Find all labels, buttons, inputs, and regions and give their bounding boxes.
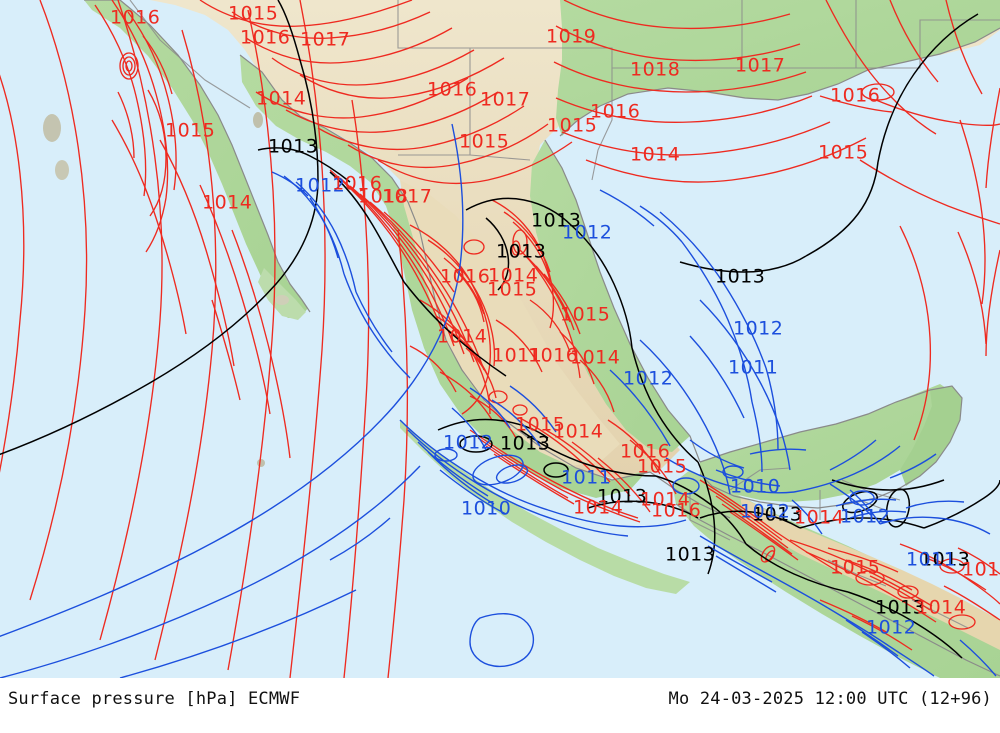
isobar-label: 1015 (818, 142, 868, 164)
footer-right-text: Mo 24-03-2025 12:00 UTC (12+96) (668, 689, 992, 709)
land-yucatan-peninsula (700, 384, 952, 502)
isobar-label: 1012 (740, 501, 790, 523)
isobar-label: 1012 (443, 432, 493, 454)
isobar-label: 1015 (515, 414, 565, 436)
isobar-label: 1016 (110, 7, 160, 29)
land-central-mexico-highland (400, 180, 620, 466)
isobar-label: 1016 (427, 79, 477, 101)
isobar-label: 1013 (496, 241, 546, 263)
isobar-label: 1014 (640, 489, 690, 511)
isobars-reference-1013 (0, 0, 1000, 659)
isobar-label: 1013 (875, 597, 925, 619)
land-pacific-coast-strip (400, 420, 690, 594)
isobar-label: 1011 (906, 549, 956, 571)
isobar-label: 1013 (752, 504, 802, 526)
isobar-label: 1013 (531, 210, 581, 232)
isobar-label: 1010 (461, 498, 511, 520)
land-baja-california (84, 0, 308, 318)
island-small (55, 160, 69, 180)
isobar-label: 1015 (830, 557, 880, 579)
isobar-label: 1012 (866, 617, 916, 639)
isobar-label: 1012 (733, 318, 783, 340)
island-guadalupe (43, 114, 61, 142)
isobar-label: 1016 (620, 441, 670, 463)
isobars-high-pressure (0, 0, 1000, 678)
isobar-label: 1014 (437, 326, 487, 348)
isobar-label: 1013 (500, 433, 550, 455)
isobar-label: 1014 (794, 507, 844, 529)
isobar-label: 1014 (916, 597, 966, 619)
isobar-label: 1017 (480, 89, 530, 111)
map-footer: Surface pressure [hPa] ECMWF Mo 24-03-20… (0, 678, 1000, 733)
isobar-label: 1016 (440, 266, 490, 288)
isobar-label: 1012 (623, 368, 673, 390)
isobar-label: 1015 (459, 131, 509, 153)
isobar-label: 1010 (730, 476, 780, 498)
isobar-label: 1016 (332, 173, 382, 195)
isobar-label: 1015 (228, 3, 278, 25)
isobar-label: 1014 (573, 497, 623, 519)
isobar-label: 1017 (735, 55, 785, 77)
isobar-label: 1018 (358, 186, 408, 208)
isobar-label: 1015 (637, 456, 687, 478)
isobar-label: 1015 (547, 115, 597, 137)
land-usa-southwest (150, 0, 1000, 480)
footer-left-text: Surface pressure [hPa] ECMWF (8, 689, 301, 709)
map-canvas[interactable]: 1016 1015 1019 1016 1017 1018 1017 1014 1016 1017… (0, 0, 1000, 678)
isobar-label: 1016 (590, 101, 640, 123)
isobar-label: 1014 (202, 192, 252, 214)
land-yucatan-east-lobe (900, 386, 962, 486)
isobar-label: 1015 (165, 120, 215, 142)
isobars-low-pressure (0, 123, 997, 678)
coastlines (84, 0, 1000, 677)
isobar-label: 1014 (570, 347, 620, 369)
isobar-label: 1017 (382, 186, 432, 208)
land-baja-sur-tip (258, 268, 306, 320)
isobar-label: 1017 (300, 29, 350, 51)
isobar-label: 1011 (728, 357, 778, 379)
isobar-label: 1012 (562, 222, 612, 244)
isobar-label: 1016 (240, 27, 290, 49)
island-marias (257, 459, 265, 467)
isobar-label: 1015 (487, 279, 537, 301)
land-gulf-mexico-plain (530, 140, 690, 452)
isobar-label: 1019 (546, 26, 596, 48)
island-angel (253, 112, 263, 128)
island-cabo (275, 295, 289, 305)
isobar-label: 1011 (561, 467, 611, 489)
isobar-label: 1014 (630, 144, 680, 166)
isobar-label: 1014 (256, 88, 306, 110)
isobar-label: 1012 (840, 506, 890, 528)
isobar-label: 1013 (665, 544, 715, 566)
isobar-label: 1015 (962, 559, 1000, 581)
isobar-label: 1018 (630, 59, 680, 81)
isobar-label: 1013 (920, 549, 970, 571)
isobar-label: 1013 (268, 136, 318, 158)
isobar-label: 1015 (560, 304, 610, 326)
isobar-label: 1011 (492, 345, 542, 367)
isobar-label: 1014 (553, 421, 603, 443)
isobar-label: 1013 (597, 486, 647, 508)
isobar-label: 1012 (295, 175, 345, 197)
isobar-label: 1016 (528, 345, 578, 367)
isobar-label: 1014 (488, 265, 538, 287)
isobar-label: 1016 (830, 85, 880, 107)
isobar-label: 1013 (715, 266, 765, 288)
isobar-label: 1016 (651, 500, 701, 522)
